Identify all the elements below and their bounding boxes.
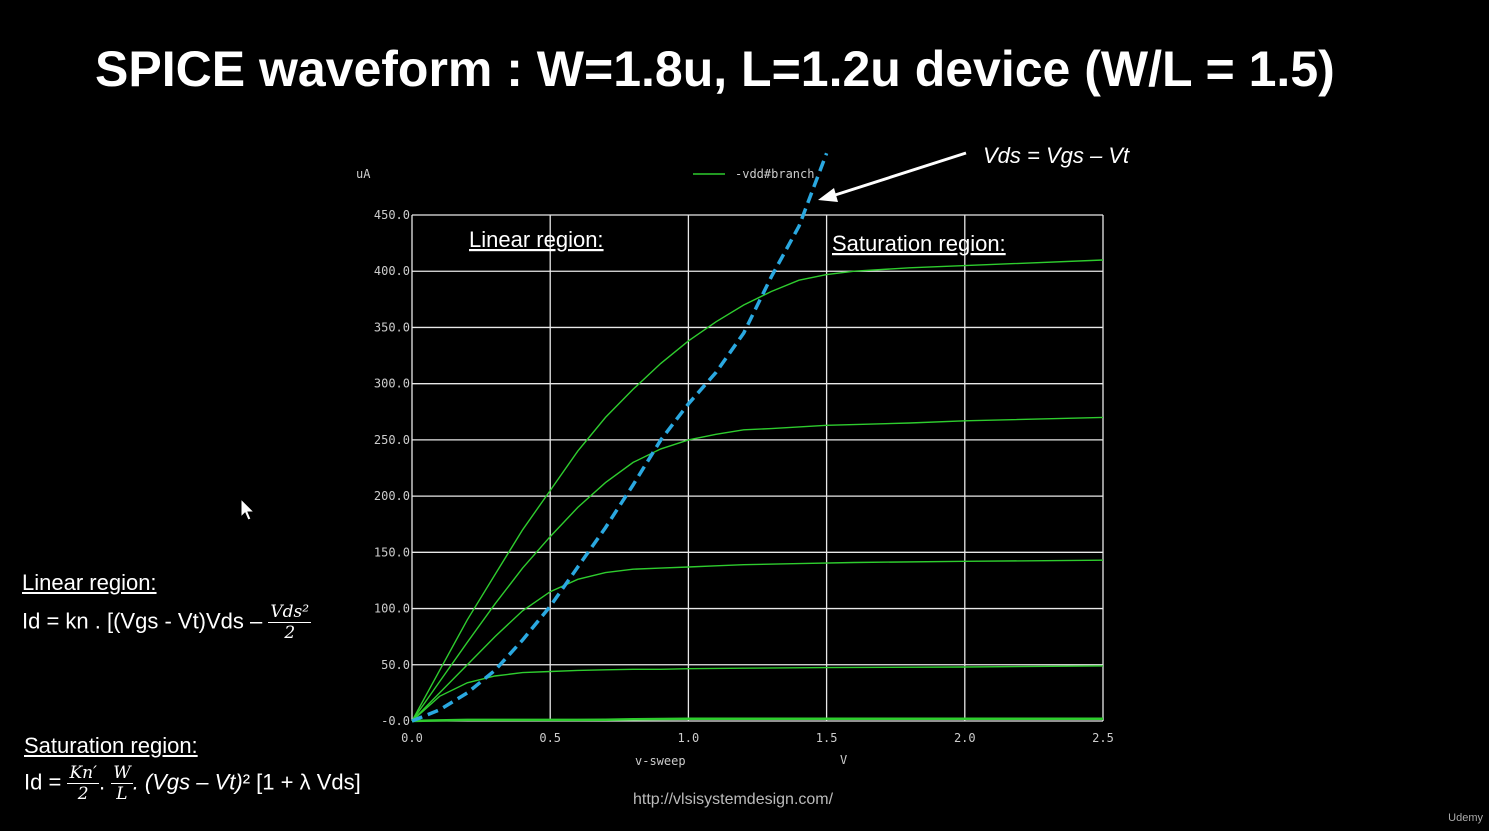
annotation-arrow-line [831,151,967,198]
chart-series [411,259,1104,723]
y-tick-label-9: 450.0 [374,208,410,222]
y-unit-label: uA [356,167,371,181]
fraction-numerator: W [111,763,133,784]
website-link[interactable]: http://vlsisystemdesign.com/ [633,791,834,808]
vds-vgs-vt-dashed-line [411,152,829,723]
linear-equation-heading: Linear region: [22,570,157,595]
series-line-4 [411,259,1104,722]
series-line-3 [411,416,1104,722]
multiply-dot: . [98,769,106,795]
x-tick-label-1: 0.5 [539,731,561,745]
mouse-cursor-icon [240,498,256,521]
fraction-denominator: 2 [77,784,89,804]
x-tick-label-4: 2.0 [954,731,976,745]
w-over-l-fraction: W L [111,763,133,804]
fraction-numerator: Vds² [268,602,312,623]
saturation-equation: Id = Kn′ 2 . W L . (Vgs – Vt)² [1 + λ Vd… [24,763,361,804]
y-tick-label-1: 50.0 [381,658,410,672]
y-tick-label-7: 350.0 [374,320,410,334]
fraction-denominator: 2 [284,623,296,643]
series-line-0 [411,717,1103,723]
annotation-linear-region: Linear region: [469,227,604,252]
saturation-equation-block: Saturation region: Id = Kn′ 2 . W L . (V… [24,733,361,804]
series-line-2 [411,559,1104,722]
fraction-numerator: Kn′ [67,763,99,784]
y-tick-label-2: 100.0 [374,602,410,616]
y-tick-label-4: 200.0 [374,489,410,503]
slide-title: SPICE waveform : W=1.8u, L=1.2u device (… [95,41,1335,97]
y-tick-label-3: 150.0 [374,545,410,559]
vds-boundary-curve [411,152,829,723]
saturation-equation-rest: ² [1 + λ Vds] [242,769,361,795]
annotation-saturation-region: Saturation region: [832,231,1006,256]
chart-grid [411,214,1104,722]
x-unit-label: V [840,753,847,767]
y-tick-label-6: 300.0 [374,377,410,391]
x-axis-label: v-sweep [635,754,686,768]
annotation-arrowhead [818,188,838,202]
y-tick-label-8: 400.0 [374,264,410,278]
x-tick-label-0: 0.0 [401,731,423,745]
linear-equation-block: Linear region: Id = kn . [(Vgs - Vt)Vds … [22,570,312,643]
linear-equation-lhs: Id = kn . [(Vgs - Vt)Vds – [22,608,263,634]
x-tick-labels: 0.0 0.5 1.0 1.5 2.0 2.5 [401,731,1114,745]
y-tick-labels: -0.0 50.0 100.0 150.0 200.0 250.0 300.0 350.0 40… [374,208,410,728]
x-tick-label-2: 1.0 [678,731,700,745]
x-tick-label-5: 2.5 [1092,731,1114,745]
kn-fraction: Kn′ 2 [67,763,99,804]
saturation-equation-heading: Saturation region: [24,733,198,758]
fraction-denominator: L [116,784,128,804]
linear-equation: Id = kn . [(Vgs - Vt)Vds – Vds² 2 [22,602,312,643]
y-tick-label-0: -0.0 [381,714,410,728]
saturation-equation-lhs: Id = [24,769,62,795]
series-line-1 [411,665,1104,722]
udemy-watermark: Udemy [1448,812,1483,824]
legend-label: -vdd#branch [735,167,814,181]
y-tick-label-5: 250.0 [374,433,410,447]
x-tick-label-3: 1.5 [816,731,838,745]
saturation-equation-middle: . (Vgs – Vt) [132,769,243,795]
vds-squared-fraction: Vds² 2 [268,602,312,643]
annotation-vds: Vds = Vgs – Vt [983,143,1130,168]
